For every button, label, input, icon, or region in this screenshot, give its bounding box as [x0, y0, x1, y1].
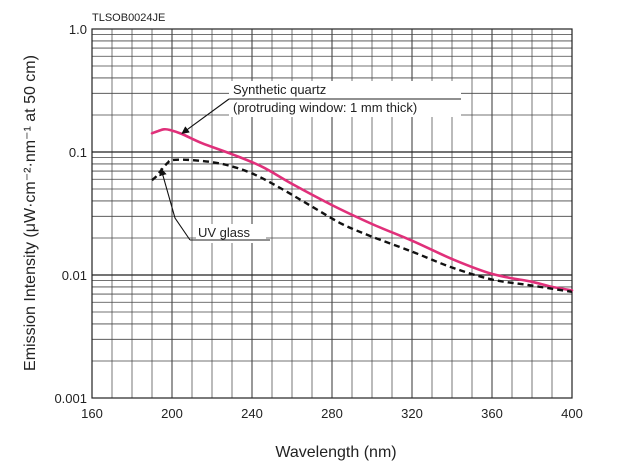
plot-frame	[91, 28, 573, 399]
annotation-label: UV glass	[198, 225, 251, 240]
tick-labels: 160 200 240 280 320 360 400 0.001 0.01 0.1 1.0	[54, 22, 582, 421]
y-tick-label: 0.1	[69, 145, 87, 160]
series-layer	[150, 127, 574, 293]
x-tick-label: 400	[561, 406, 583, 421]
y-tick-label: 0.001	[54, 391, 87, 406]
annotations: Synthetic quartz (protruding window: 1 mm…	[159, 81, 461, 243]
annotation-arrow	[159, 167, 191, 241]
y-axis-title: Emission Intensity (μW·cm⁻²·nm⁻¹ at 50 c…	[22, 55, 39, 371]
annotation-label: (protruding window: 1 mm thick)	[233, 100, 417, 115]
series-line-synthetic-quartz	[150, 127, 574, 292]
x-tick-label: 360	[481, 406, 503, 421]
annotation-arrow	[181, 98, 230, 134]
annotation-label-background	[196, 224, 266, 243]
x-tick-label: 240	[241, 406, 263, 421]
x-tick-label: 280	[321, 406, 343, 421]
y-tick-label: 1.0	[69, 22, 87, 37]
y-tick-label: 0.01	[62, 268, 87, 283]
x-axis-title: Wavelength (nm)	[275, 444, 396, 461]
x-tick-label: 160	[81, 406, 103, 421]
x-tick-label: 320	[401, 406, 423, 421]
annotation-label: Synthetic quartz	[233, 82, 326, 97]
x-tick-label: 200	[161, 406, 183, 421]
figure-code-label: TLSOB0024JE	[92, 12, 165, 24]
series-line-uv-glass	[151, 158, 573, 293]
